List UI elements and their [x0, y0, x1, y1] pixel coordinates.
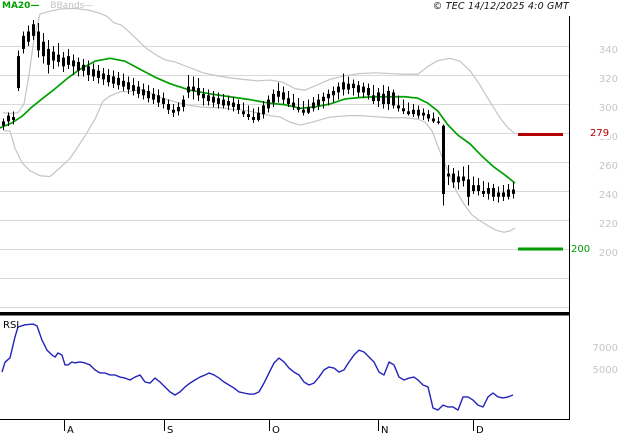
rsi-tick-7000: 7000 [592, 343, 618, 354]
rsi-tick-5000: 5000 [592, 365, 618, 376]
price-tick-240: 240 [598, 190, 618, 201]
candlesticks [2, 19, 515, 206]
month-label-september: S [167, 425, 174, 436]
month-label-december: D [476, 425, 484, 436]
price-tick-320: 320 [598, 74, 618, 85]
month-label-october: O [272, 425, 280, 436]
support-level-label: 200 [570, 244, 592, 255]
price-tick-220: 220 [598, 219, 618, 230]
bbands-line-swatch-icon: — [84, 1, 94, 11]
price-tick-260: 260 [598, 161, 618, 172]
month-label-november: N [381, 425, 389, 436]
chart-legend: MA20— BBands— [2, 1, 93, 11]
legend-ma20-label: MA20 [2, 1, 31, 11]
resistance-level-label: 279 [589, 128, 611, 139]
rsi-panel-label: RSI [3, 320, 20, 331]
price-tick-340: 340 [598, 45, 618, 56]
ma20-line-swatch-icon: — [30, 1, 40, 11]
price-tick-200: 200 [598, 248, 618, 259]
month-label-august: A [67, 425, 74, 436]
price-tick-300: 300 [598, 103, 618, 114]
copyright-text: © TEC 14/12/2025 4:0 GMT [432, 1, 569, 12]
legend-bbands-label: BBands [50, 1, 85, 11]
